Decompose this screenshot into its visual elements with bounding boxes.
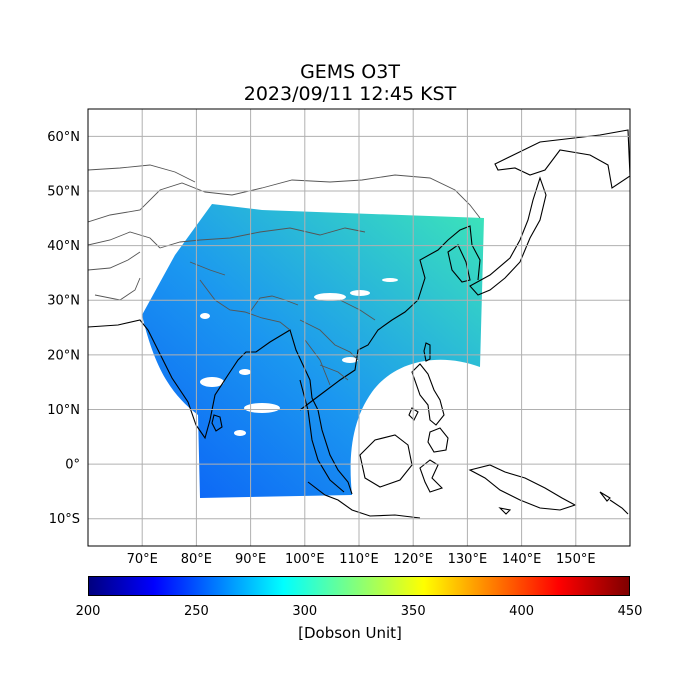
- lon-tick-label: 140°E: [502, 552, 542, 567]
- map-axes-frame: [87, 108, 631, 547]
- lat-tick-label: 50°N: [47, 184, 80, 199]
- colorbar-tick-label: 450: [617, 604, 643, 619]
- lon-tick-label: 120°E: [393, 552, 433, 567]
- lon-tick-label: 70°E: [127, 552, 158, 567]
- map-gridlines: [88, 109, 630, 546]
- lat-tick-label: 20°N: [47, 348, 80, 363]
- missing-data-patches: [200, 278, 398, 436]
- lon-tick-label: 130°E: [448, 552, 488, 567]
- longitude-tick-labels: 70°E 80°E 90°E 100°E 110°E 120°E 130°E 140°E 150…: [127, 552, 596, 567]
- lat-tick-label: 10°N: [47, 403, 80, 418]
- map-title: GEMS O3T: [300, 61, 400, 83]
- lat-tick-label: 10°S: [49, 512, 80, 527]
- colorbar-tick-label: 250: [183, 604, 209, 619]
- lat-tick-label: 30°N: [47, 294, 80, 309]
- colorbar-tick-label: 300: [292, 604, 318, 619]
- latitude-tick-labels: 60°N 50°N 40°N 30°N 20°N 10°N 0° 10°S: [47, 130, 80, 527]
- lon-tick-label: 150°E: [556, 552, 596, 567]
- map-subtitle-timestamp: 2023/09/11 12:45 KST: [243, 83, 457, 105]
- colorbar: [88, 576, 630, 596]
- lon-tick-label: 100°E: [285, 552, 325, 567]
- lon-tick-label: 90°E: [235, 552, 266, 567]
- lon-tick-label: 80°E: [181, 552, 212, 567]
- lon-tick-label: 110°E: [339, 552, 379, 567]
- colorbar-tick-label: 200: [75, 604, 101, 619]
- lat-tick-label: 40°N: [47, 239, 80, 254]
- lat-tick-label: 0°: [65, 458, 80, 473]
- colorbar-label: [Dobson Unit]: [298, 624, 402, 642]
- colorbar-tick-label: 350: [400, 604, 426, 619]
- lat-tick-label: 60°N: [47, 130, 80, 145]
- colorbar-tick-label: 400: [509, 604, 535, 619]
